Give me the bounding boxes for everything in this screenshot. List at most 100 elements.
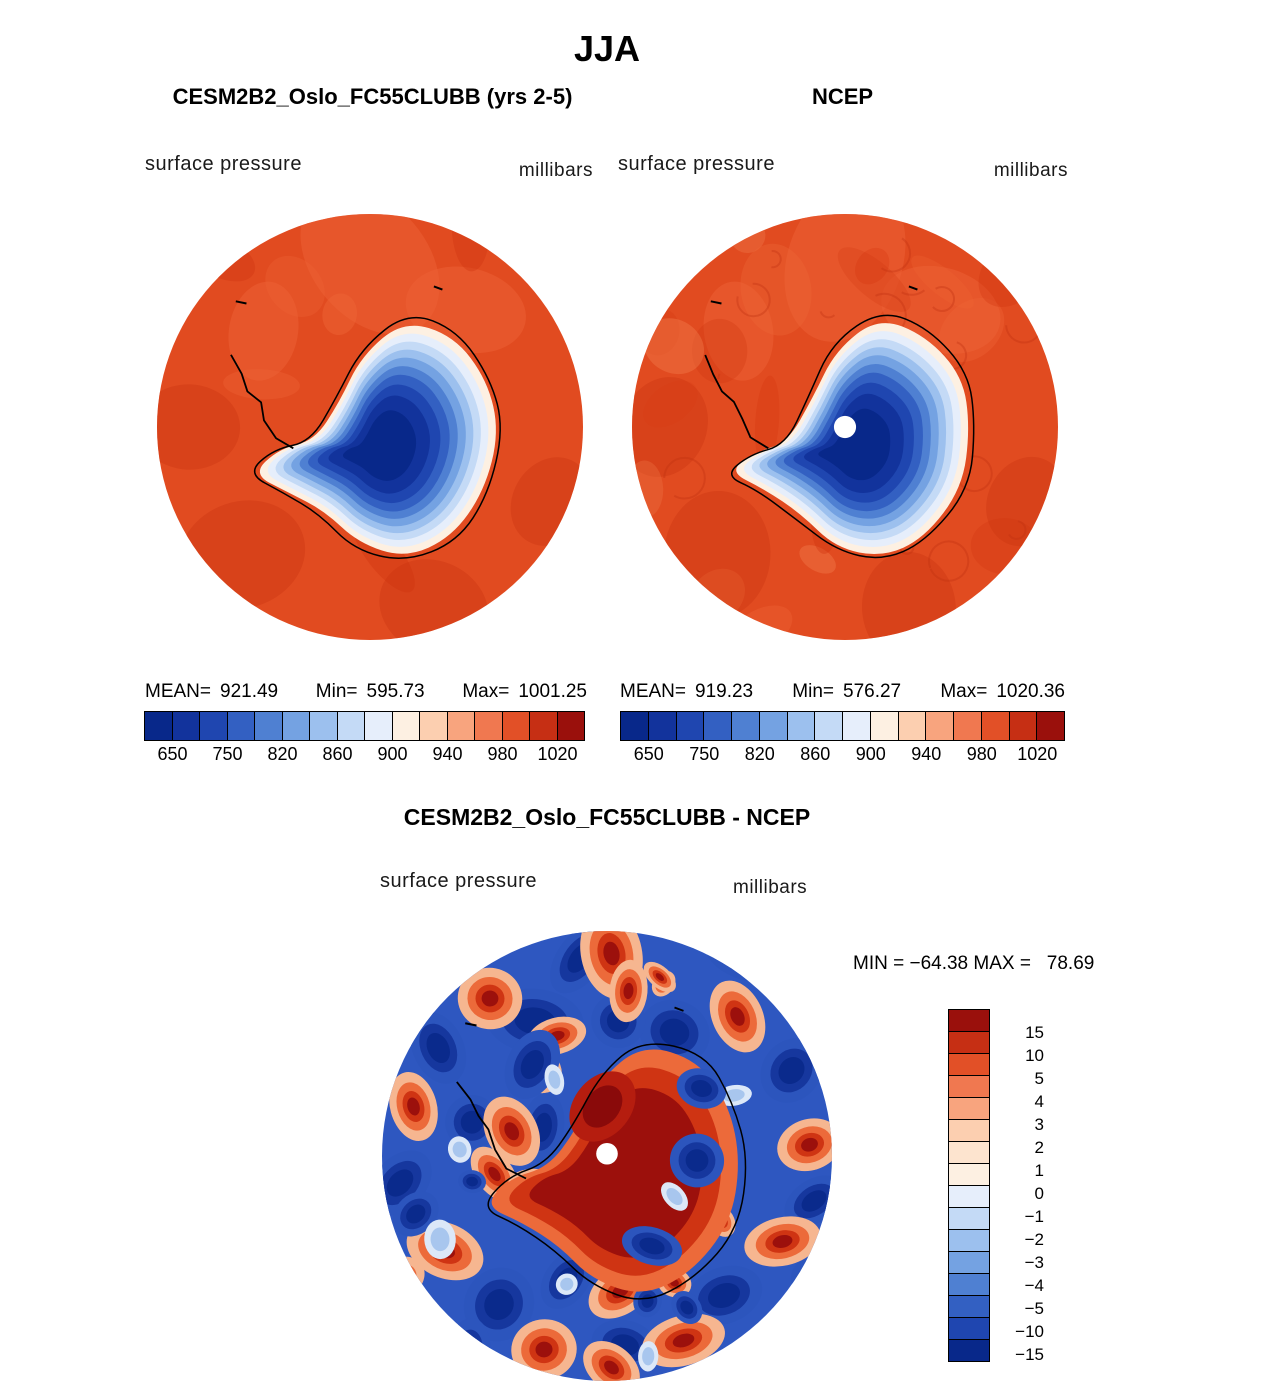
colorbar-segment	[675, 711, 705, 741]
diff-colorbar-label: 2	[1034, 1138, 1044, 1157]
mean-label: MEAN=	[620, 681, 686, 702]
left-max-stat: Max= 1001.25	[462, 681, 587, 703]
right-panel-title: NCEP	[811, 84, 874, 109]
diff-colorbar-label: 10	[1025, 1046, 1044, 1065]
right-field-label: surface pressure	[618, 153, 775, 175]
min-value: 595.73	[366, 681, 425, 702]
colorbar-segment	[758, 711, 788, 741]
colorbar-segment	[897, 711, 927, 741]
colorbar-segment	[703, 711, 732, 741]
diff-colorbar-segment	[948, 1141, 990, 1164]
colorbar-tick-label: 820	[744, 744, 775, 764]
colorbar-segment	[869, 711, 899, 741]
diff-colorbar-label: 15	[1025, 1023, 1044, 1042]
colorbar-segment	[391, 711, 420, 741]
left-mean-stat: MEAN= 921.49	[145, 681, 278, 703]
min-label: Min=	[315, 681, 358, 702]
diff-colorbar-segment	[948, 1009, 990, 1032]
colorbar-segment	[171, 711, 200, 741]
diff-colorbar-segment	[948, 1031, 990, 1054]
mean-value: 921.49	[220, 681, 279, 702]
colorbar-segment	[842, 711, 871, 741]
right-pressure-map-canvas	[630, 212, 1060, 642]
colorbar-segment	[309, 711, 338, 741]
colorbar-tick-label: 980	[966, 744, 997, 764]
diff-colorbar-segment	[948, 1097, 990, 1120]
right-stats-row: MEAN= 919.23 Min= 576.27 Max= 1020.36	[620, 681, 1065, 703]
max-label: Max=	[940, 681, 988, 702]
colorbar-segment	[953, 711, 982, 741]
colorbar-tick-label: 1020	[1017, 744, 1058, 764]
max-value: 1020.36	[996, 681, 1065, 702]
colorbar-segment	[786, 711, 816, 741]
colorbar-segment	[419, 711, 448, 741]
colorbar-segment	[226, 711, 255, 741]
colorbar-segment	[144, 711, 173, 741]
right-min-stat: Min= 576.27	[792, 681, 901, 703]
colorbar-segment	[529, 711, 558, 741]
diff-colorbar-segment	[948, 1119, 990, 1142]
colorbar-tick-label: 900	[855, 744, 886, 764]
colorbar-segment	[474, 711, 503, 741]
colorbar-tick-label: 940	[911, 744, 942, 764]
diff-colorbar-label: 4	[1034, 1092, 1044, 1111]
diff-colorbar-segment	[948, 1339, 990, 1362]
colorbar-segment	[199, 711, 228, 741]
diff-colorbar-segment	[948, 1185, 990, 1208]
diff-colorbar-label: −3	[1024, 1253, 1044, 1272]
left-panel-title: CESM2B2_Oslo_FC55CLUBB (yrs 2-5)	[172, 84, 573, 109]
colorbar-segment	[501, 711, 530, 741]
min-label: Min=	[792, 681, 835, 702]
colorbar-segment	[1036, 711, 1065, 741]
main-title: JJA	[573, 28, 641, 69]
colorbar-tick-label: 860	[800, 744, 831, 764]
left-pressure-map-canvas	[155, 212, 585, 642]
diff-colorbar-segment	[948, 1273, 990, 1296]
diff-colorbar-label: −15	[1015, 1345, 1044, 1364]
right-pressure-colorbar	[620, 711, 1065, 741]
diff-colorbar-label: −10	[1015, 1322, 1044, 1341]
colorbar-segment	[364, 711, 393, 741]
colorbar-segment	[925, 711, 954, 741]
mean-value: 919.23	[695, 681, 754, 702]
diff-colorbar-segment	[948, 1053, 990, 1076]
right-colorbar-ticks: 650 750 820 860 900 940 980 1020	[621, 744, 1065, 768]
colorbar-tick-label: 820	[267, 744, 298, 764]
diff-colorbar-label: −4	[1024, 1276, 1044, 1295]
diff-colorbar-label: −2	[1024, 1230, 1044, 1249]
colorbar-segment	[1008, 711, 1038, 741]
diff-colorbar-label: 1	[1034, 1161, 1044, 1180]
colorbar-segment	[281, 711, 310, 741]
right-units-label: millibars	[993, 160, 1068, 181]
right-max-stat: Max= 1020.36	[940, 681, 1065, 703]
diff-colorbar-label: −1	[1024, 1207, 1044, 1226]
colorbar-tick-label: 750	[212, 744, 243, 764]
diff-colorbar-label: −5	[1024, 1299, 1044, 1318]
colorbar-tick-label: 940	[432, 744, 463, 764]
max-label: Max=	[462, 681, 510, 702]
colorbar-tick-label: 650	[633, 744, 664, 764]
left-min-stat: Min= 595.73	[316, 681, 425, 703]
colorbar-tick-label: 860	[322, 744, 353, 764]
colorbar-segment	[731, 711, 760, 741]
colorbar-tick-label: 750	[689, 744, 720, 764]
left-pressure-colorbar	[144, 711, 585, 741]
colorbar-segment	[336, 711, 365, 741]
diff-colorbar-segment	[948, 1075, 990, 1098]
diff-units-label: millibars	[733, 877, 808, 898]
mean-label: MEAN=	[145, 681, 211, 702]
colorbar-tick-label: 980	[487, 744, 518, 764]
diff-colorbar-segment	[948, 1229, 990, 1252]
colorbar-segment	[446, 711, 475, 741]
diff-colorbar-label: 0	[1034, 1184, 1044, 1203]
left-units-label: millibars	[518, 160, 593, 181]
colorbar-tick-label: 650	[157, 744, 188, 764]
max-value: 1001.25	[518, 681, 587, 702]
colorbar-segment	[647, 711, 677, 741]
min-value: 576.27	[843, 681, 902, 702]
colorbar-segment	[556, 711, 585, 741]
colorbar-segment	[254, 711, 283, 741]
diff-colorbar-segment	[948, 1295, 990, 1318]
colorbar-tick-label: 900	[377, 744, 408, 764]
